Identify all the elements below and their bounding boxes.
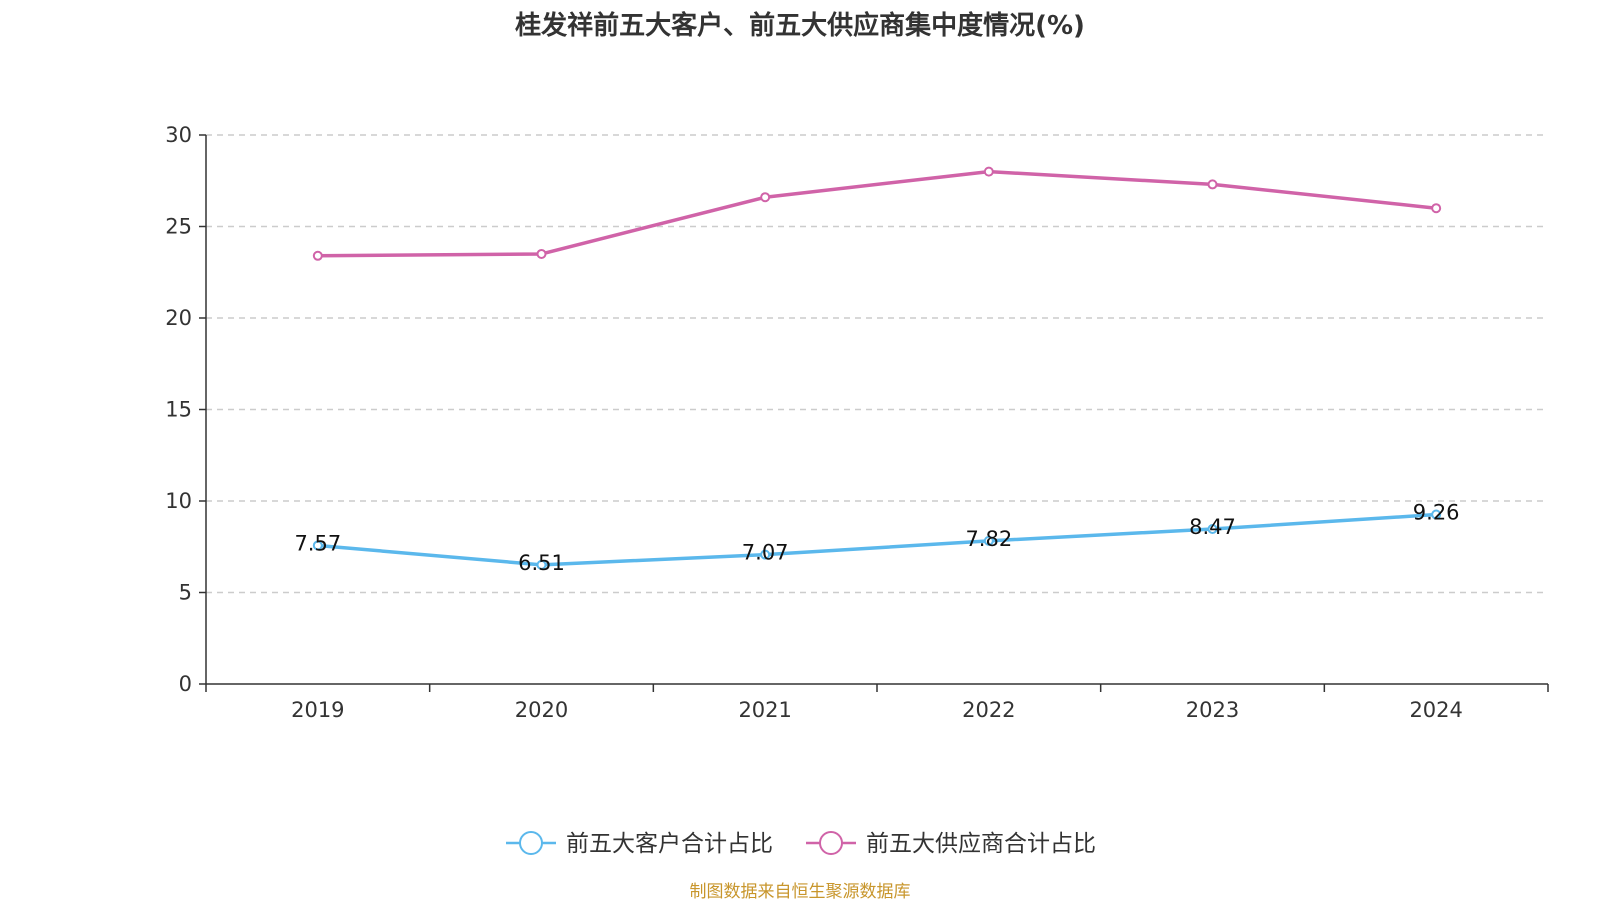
x-tick-label: 2023: [1186, 698, 1239, 722]
x-tick-label: 2022: [962, 698, 1015, 722]
x-tick-label: 2021: [738, 698, 791, 722]
data-point[interactable]: [312, 250, 323, 261]
legend-label: 前五大供应商合计占比: [866, 831, 1096, 857]
series-line: [317, 512, 1437, 567]
data-label: 7.82: [965, 527, 1012, 551]
y-tick-label: 0: [179, 672, 192, 696]
data-point[interactable]: [312, 540, 323, 551]
data-label: 8.47: [1189, 515, 1236, 539]
legend-marker-icon: [819, 831, 843, 855]
y-tick-label: 30: [165, 123, 192, 147]
x-tick-label: 2024: [1409, 698, 1462, 722]
data-point[interactable]: [983, 535, 994, 546]
y-tick-label: 25: [165, 215, 192, 239]
data-point[interactable]: [1207, 179, 1218, 190]
data-label: 7.07: [742, 541, 789, 565]
series-line: [317, 169, 1437, 258]
grid-lines: [206, 134, 1548, 594]
legend-marker-icon: [519, 831, 543, 855]
data-point[interactable]: [536, 248, 547, 259]
data-label: 7.57: [294, 531, 341, 555]
data-point[interactable]: [760, 192, 771, 203]
y-tick-label: 10: [165, 489, 192, 513]
legend: 前五大客户合计占比 前五大供应商合计占比: [506, 831, 1096, 857]
y-tick-label: 20: [165, 306, 192, 330]
data-point[interactable]: [1431, 203, 1442, 214]
data-label: 6.51: [518, 551, 565, 575]
y-tick-label: 5: [179, 581, 192, 605]
y-tick-label: 15: [165, 398, 192, 422]
data-label: 9.26: [1413, 501, 1460, 525]
series-1: [312, 509, 1442, 570]
data-point[interactable]: [760, 549, 771, 560]
data-point[interactable]: [1431, 509, 1442, 520]
data-point[interactable]: [536, 559, 547, 570]
legend-label: 前五大客户合计占比: [566, 831, 773, 857]
legend-item-2[interactable]: 前五大供应商合计占比: [806, 831, 1096, 857]
data-point[interactable]: [983, 166, 994, 177]
source-note: 制图数据来自恒生聚源数据库: [690, 882, 911, 900]
series-layer: [312, 166, 1442, 570]
axes: 0 5 10 15 20 25 30 2019 2020 2021 2022 2023 2024: [165, 123, 1549, 722]
data-point[interactable]: [1207, 523, 1218, 534]
legend-item-1[interactable]: 前五大客户合计占比: [506, 831, 773, 857]
x-tick-label: 2019: [291, 698, 344, 722]
chart-title: 桂发祥前五大客户、前五大供应商集中度情况(%): [515, 10, 1085, 41]
series-2: [312, 166, 1442, 261]
x-tick-label: 2020: [515, 698, 568, 722]
data-labels: 7.57 6.51 7.07 7.82 8.47 9.26: [294, 501, 1459, 575]
